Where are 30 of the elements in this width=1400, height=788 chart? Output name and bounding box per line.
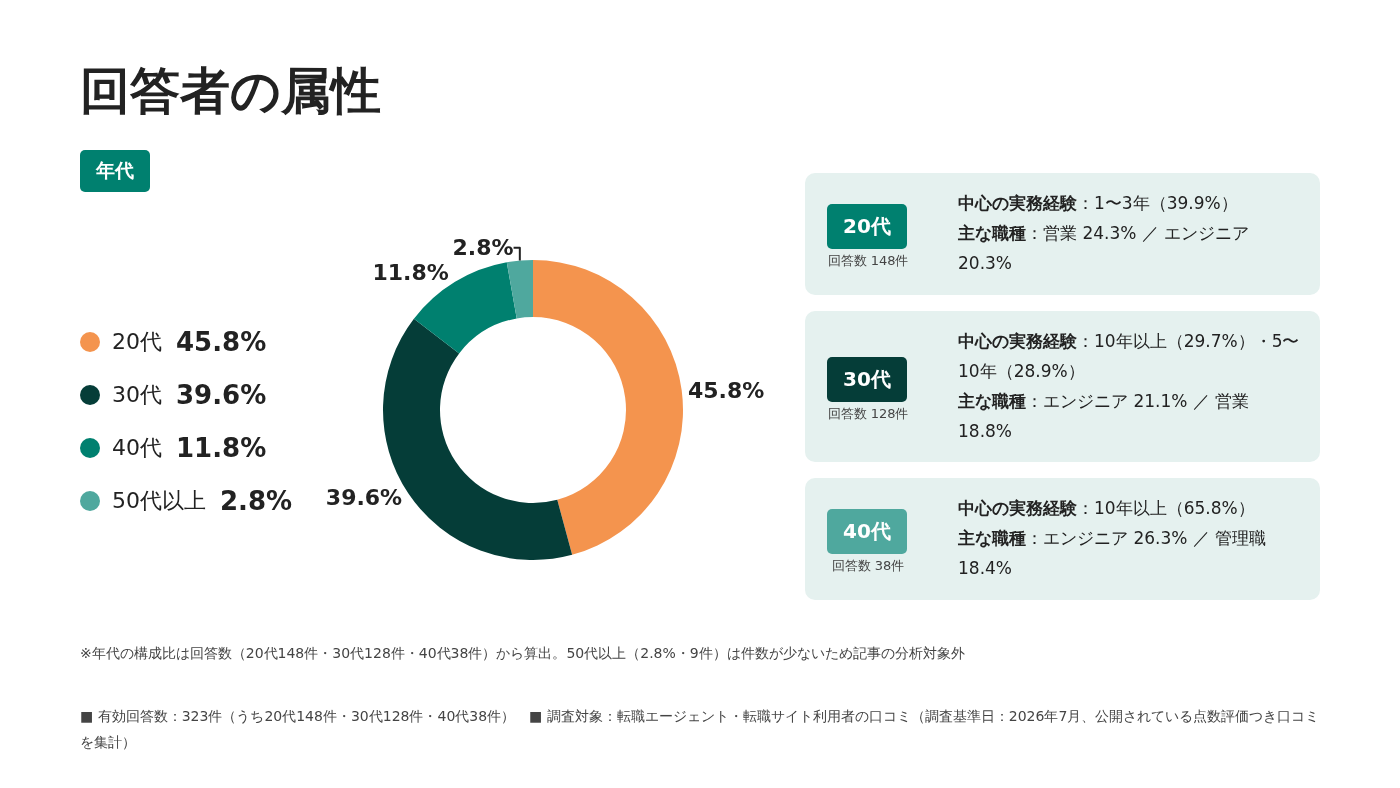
text: 回答数 148件 (826, 252, 910, 270)
text: ※年代の構成比は回答数（20代148件・30代128件・40代38件）から算出。50代以上（2.8%・9件）は件数が少ないため記事の分析対象外 (80, 644, 966, 663)
text: 39.6% (325, 484, 403, 510)
legend-label: 50代以上 (112, 486, 206, 515)
chart-subtitle: 年代 (80, 150, 150, 192)
text: 11.8% (176, 432, 267, 463)
data-label: 2.8% (452, 235, 514, 261)
text: ■ 有効回答数：323件（うち20代148件・30代128件・40代38件） ■ 調査対象：転職エージェント・転職サイト利用者の口コミ（調査基準日：2026年7月、公開されている点数評価つき口コミを集計） (80, 707, 1320, 752)
data-label: 11.8% (372, 260, 449, 286)
text: 45.8% (176, 326, 267, 357)
donut-slice (533, 260, 683, 555)
text: 主な職種：エンジニア 26.3% ／ 管理職 18.4% (958, 528, 1267, 578)
text: 中心の実務経験：10年以上（29.7%）・5〜10年（28.9%） (958, 331, 1300, 381)
chart-title: 回答者の属性 (80, 61, 381, 122)
text: 回答数 128件 (826, 404, 910, 423)
legend-label: 20代 (112, 327, 162, 356)
data-label: 39.6% (176, 379, 267, 410)
text: 主な職種：営業 24.3% ／ エンジニア 20.3% (958, 223, 1250, 273)
legend-label: 40代 (112, 433, 162, 462)
text: 20代 (827, 204, 907, 249)
text: 30代 (827, 356, 907, 402)
data-label: 45.8% (687, 377, 765, 403)
legend-label: 30代 (112, 380, 162, 409)
text: 主な職種：エンジニア 21.1% ／ 営業 18.8% (958, 391, 1250, 441)
text: 40代 (827, 509, 907, 554)
donut-slice (506, 260, 533, 319)
text: 中心の実務経験：1〜3年（39.9%） (958, 193, 1238, 213)
text: 回答数 38件 (830, 557, 906, 575)
text: 中心の実務経験：10年以上（65.8%） (958, 498, 1255, 518)
text: 2.8% (220, 485, 293, 516)
